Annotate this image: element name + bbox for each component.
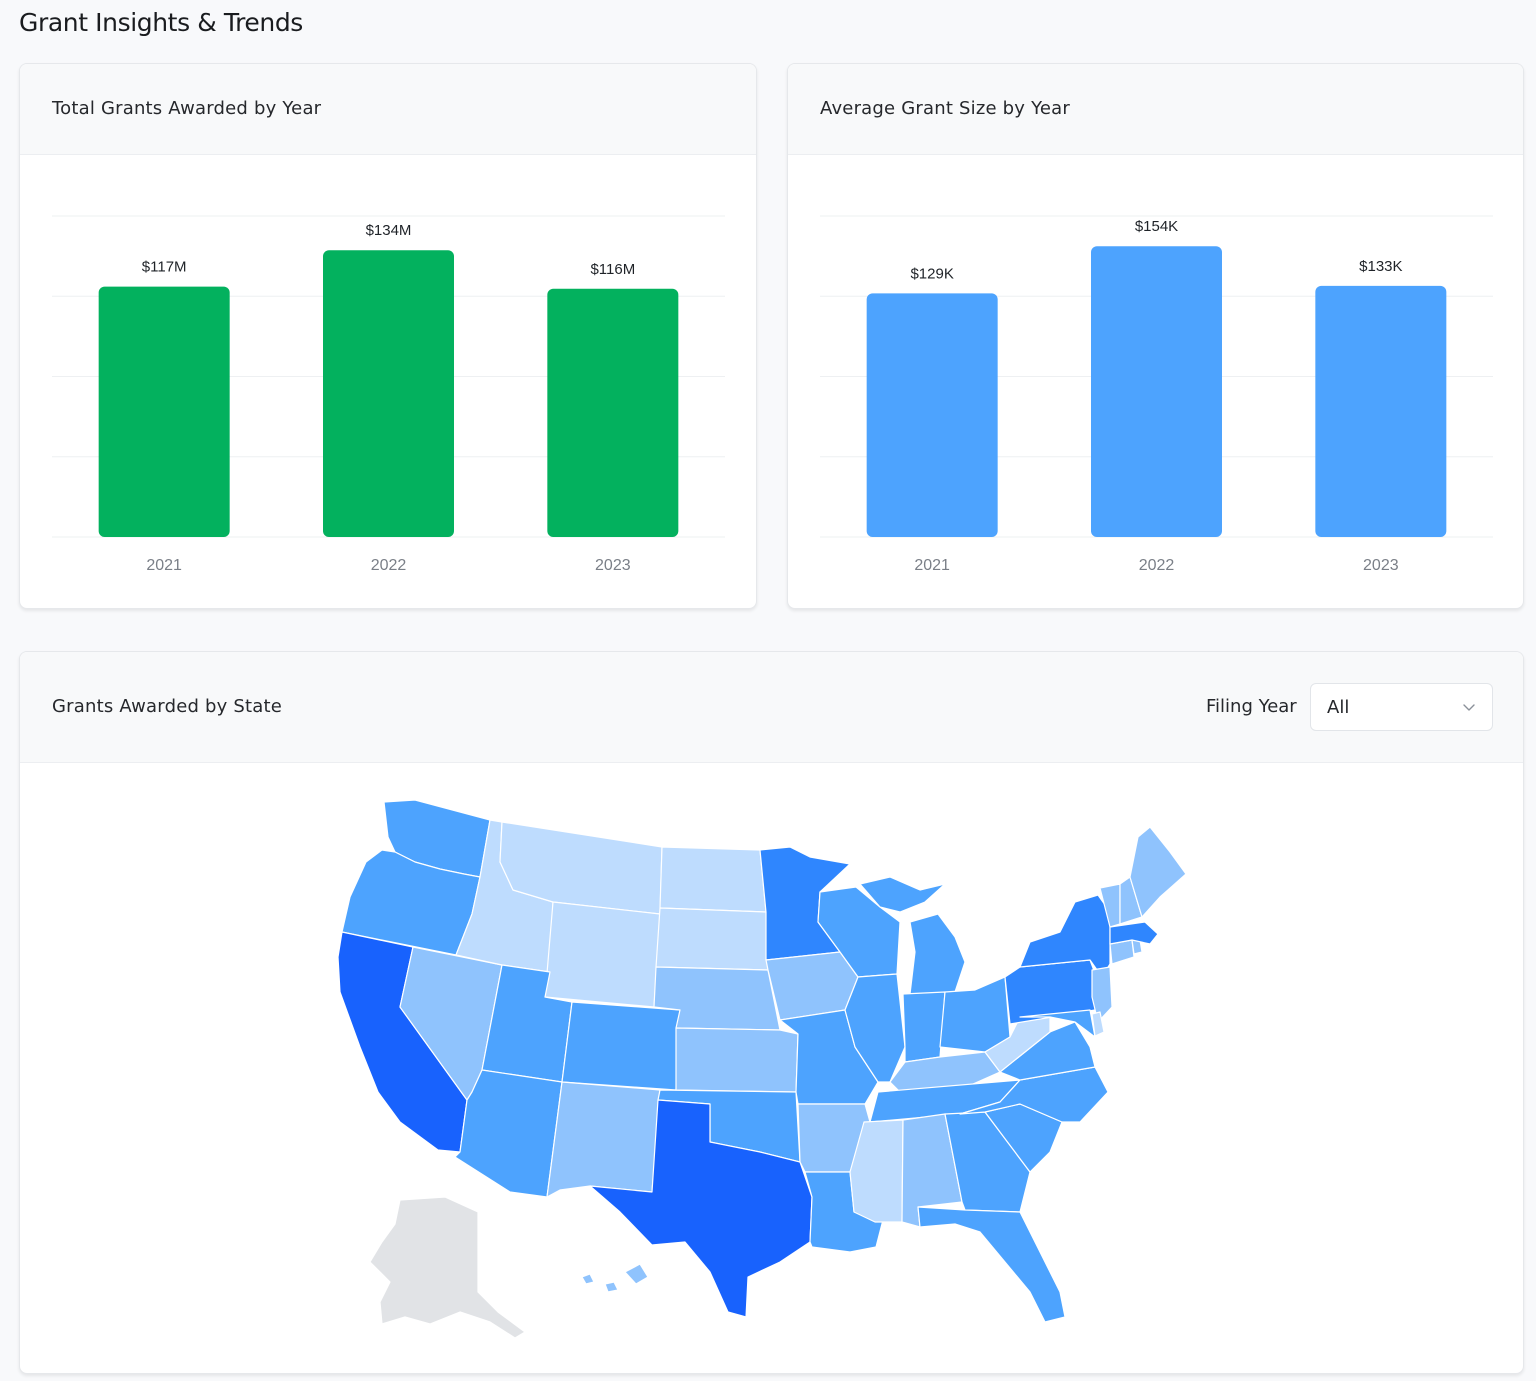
card-header: Average Grant Size by Year [788,64,1523,155]
data-label: $154K [1135,218,1178,235]
bar-2021[interactable] [98,286,230,537]
us-state-map [337,799,1187,1339]
average-grant-chart: $129K 2021 $154K 2022 $133K 2023 [820,215,1493,574]
state-north-dakota[interactable] [659,846,767,913]
x-tick-label: 2023 [595,557,631,574]
filing-year-select[interactable]: All [1310,683,1493,731]
state-indiana[interactable] [902,991,946,1063]
state-wyoming[interactable] [544,901,661,1008]
state-new-mexico[interactable] [546,1081,661,1198]
state-delaware[interactable] [1091,1011,1105,1037]
card-title: Total Grants Awarded by Year [52,98,322,119]
x-tick-label: 2022 [1139,557,1175,574]
bar-2023[interactable] [1315,285,1447,537]
state-west-virginia[interactable] [984,1016,1051,1073]
state-alaska [369,1196,526,1339]
grants-by-state-card: Grants Awarded by State Filing Year All [19,651,1524,1374]
state-maine[interactable] [1129,826,1187,918]
filing-year-value: All [1327,697,1350,718]
average-grant-card: Average Grant Size by Year $129K 2021 $154… [787,63,1524,609]
data-label: $116M [590,261,635,278]
state-colorado[interactable] [561,1001,681,1091]
data-label: $134M [366,222,412,239]
bar-2023[interactable] [547,288,679,537]
card-title: Grants Awarded by State [52,696,283,717]
total-grants-chart: $117M 2021 $134M 2022 $116M 2023 [52,215,725,574]
state-massachusetts[interactable] [1109,921,1159,945]
state-north-carolina[interactable] [959,1066,1109,1123]
state-hawaii[interactable] [624,1263,649,1285]
card-title: Average Grant Size by Year [820,98,1070,119]
state-new-jersey[interactable] [1091,966,1113,1023]
state-michigan[interactable] [909,913,966,995]
page-title: Grant Insights & Trends [19,8,303,37]
bar-2022[interactable] [323,250,454,538]
state-florida[interactable] [917,1206,1066,1323]
x-tick-label: 2023 [1363,557,1399,574]
card-header: Grants Awarded by State Filing Year All [20,652,1523,763]
state-maryland[interactable] [1019,1009,1096,1038]
x-tick-label: 2022 [371,557,407,574]
x-tick-label: 2021 [146,557,182,574]
card-header: Total Grants Awarded by Year [20,64,756,155]
state-illinois[interactable] [844,973,906,1083]
bar-2021[interactable] [866,293,998,537]
total-grants-card: Total Grants Awarded by Year $117M 2021 $1… [19,63,757,609]
filing-year-label: Filing Year [1206,696,1297,717]
x-tick-label: 2021 [914,557,950,574]
state-michigan-upper[interactable] [859,876,946,913]
chevron-down-icon [1463,704,1475,711]
state-south-dakota[interactable] [655,907,769,971]
state-texas[interactable] [589,1099,813,1318]
data-label: $117M [142,259,187,276]
data-label: $129K [910,265,953,282]
data-label: $133K [1359,258,1402,275]
bar-2022[interactable] [1091,246,1222,537]
state-kansas[interactable] [675,1027,799,1093]
state-hawaii-islands[interactable] [581,1273,619,1293]
